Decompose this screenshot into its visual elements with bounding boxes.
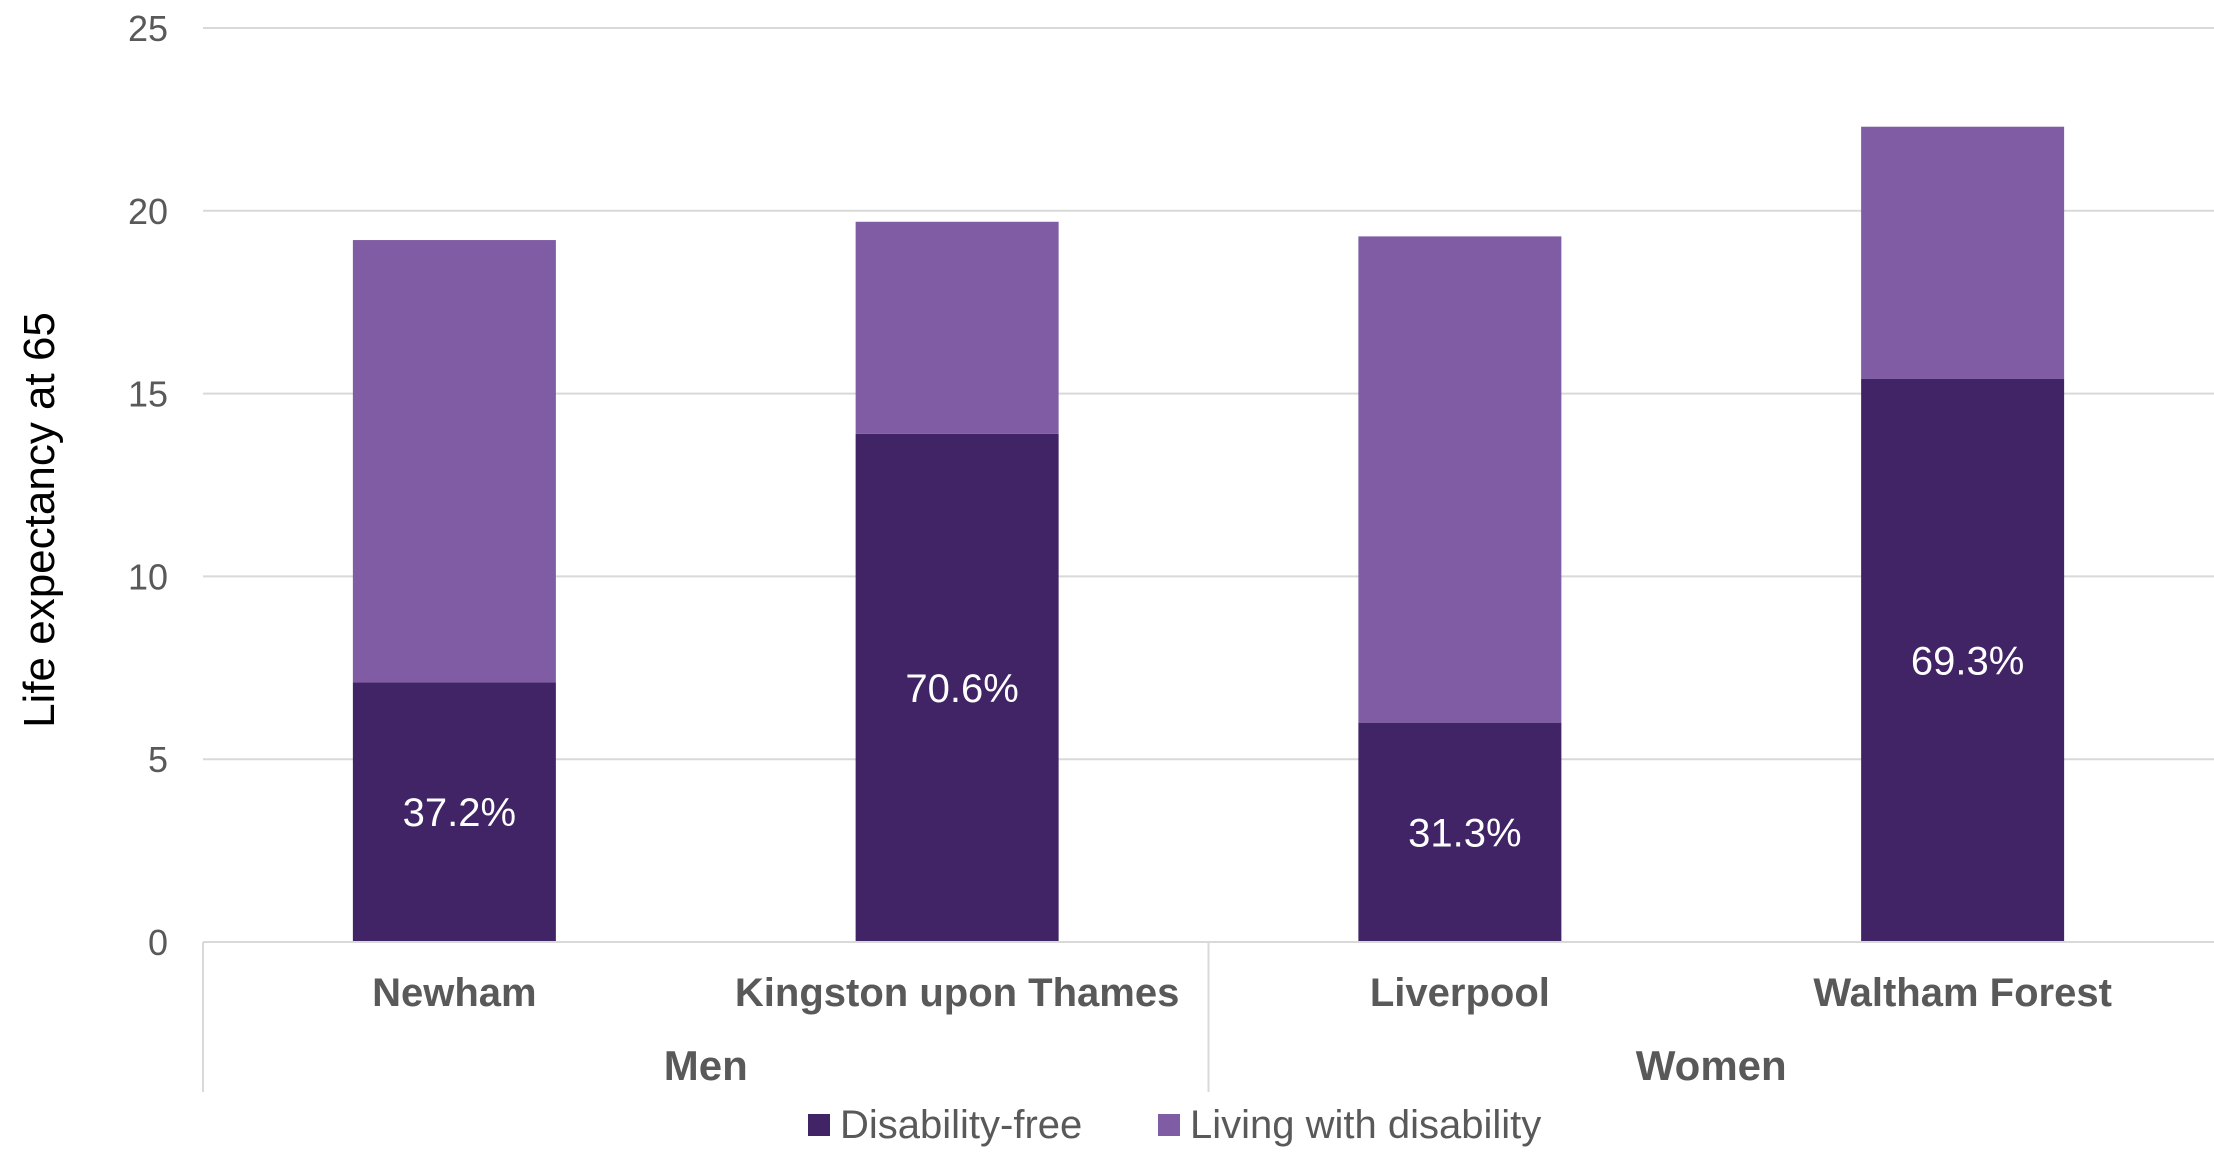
data-labels: 37.2% 70.6% 31.3% 69.3% — [403, 639, 2025, 855]
legend-label-living-with-disability: Living with disability — [1190, 1103, 1541, 1147]
y-tick-label-10: 10 — [128, 556, 168, 597]
data-label-liverpool: 31.3% — [1408, 811, 1521, 855]
x-axis: Newham Kingston upon Thames Liverpool Walth… — [202, 941, 2214, 1092]
bar-newham-living-with-disability — [352, 240, 556, 683]
data-label-newham: 37.2% — [403, 791, 516, 835]
bar-newham-disability-free — [352, 682, 556, 942]
legend-swatch-living-with-disability — [1158, 1114, 1180, 1136]
x-tick-label-liverpool: Liverpool — [1370, 971, 1550, 1015]
y-tick-label-15: 15 — [128, 374, 168, 415]
group-label-men: Men — [664, 1042, 748, 1089]
data-label-waltham-forest: 69.3% — [1911, 639, 2024, 683]
bar-waltham-forest-living-with-disability — [1861, 126, 2065, 379]
y-axis-ticks: 0 5 10 15 20 25 — [128, 8, 168, 963]
y-tick-label-0: 0 — [148, 922, 168, 963]
group-label-women: Women — [1636, 1042, 1787, 1089]
y-tick-label-25: 25 — [128, 8, 168, 49]
bar-kingston-upon-thames-disability-free — [855, 433, 1059, 942]
data-label-kingston-upon-thames: 70.6% — [905, 667, 1018, 711]
y-tick-label-5: 5 — [148, 739, 168, 780]
legend: Disability-free Living with disability — [808, 1103, 1541, 1147]
bar-liverpool-living-with-disability — [1358, 236, 1562, 723]
y-tick-label-20: 20 — [128, 191, 168, 232]
bars — [352, 126, 2065, 942]
legend-label-disability-free: Disability-free — [840, 1103, 1082, 1147]
bar-liverpool-disability-free — [1358, 722, 1562, 942]
y-axis-title: Life expectancy at 65 — [15, 312, 64, 728]
x-tick-label-newham: Newham — [372, 971, 537, 1015]
x-tick-label-waltham-forest: Waltham Forest — [1813, 971, 2112, 1015]
legend-swatch-disability-free — [808, 1114, 830, 1136]
x-tick-label-kingston-upon-thames: Kingston upon Thames — [735, 971, 1179, 1015]
bar-waltham-forest-disability-free — [1861, 378, 2065, 942]
bar-kingston-upon-thames-living-with-disability — [855, 221, 1059, 434]
